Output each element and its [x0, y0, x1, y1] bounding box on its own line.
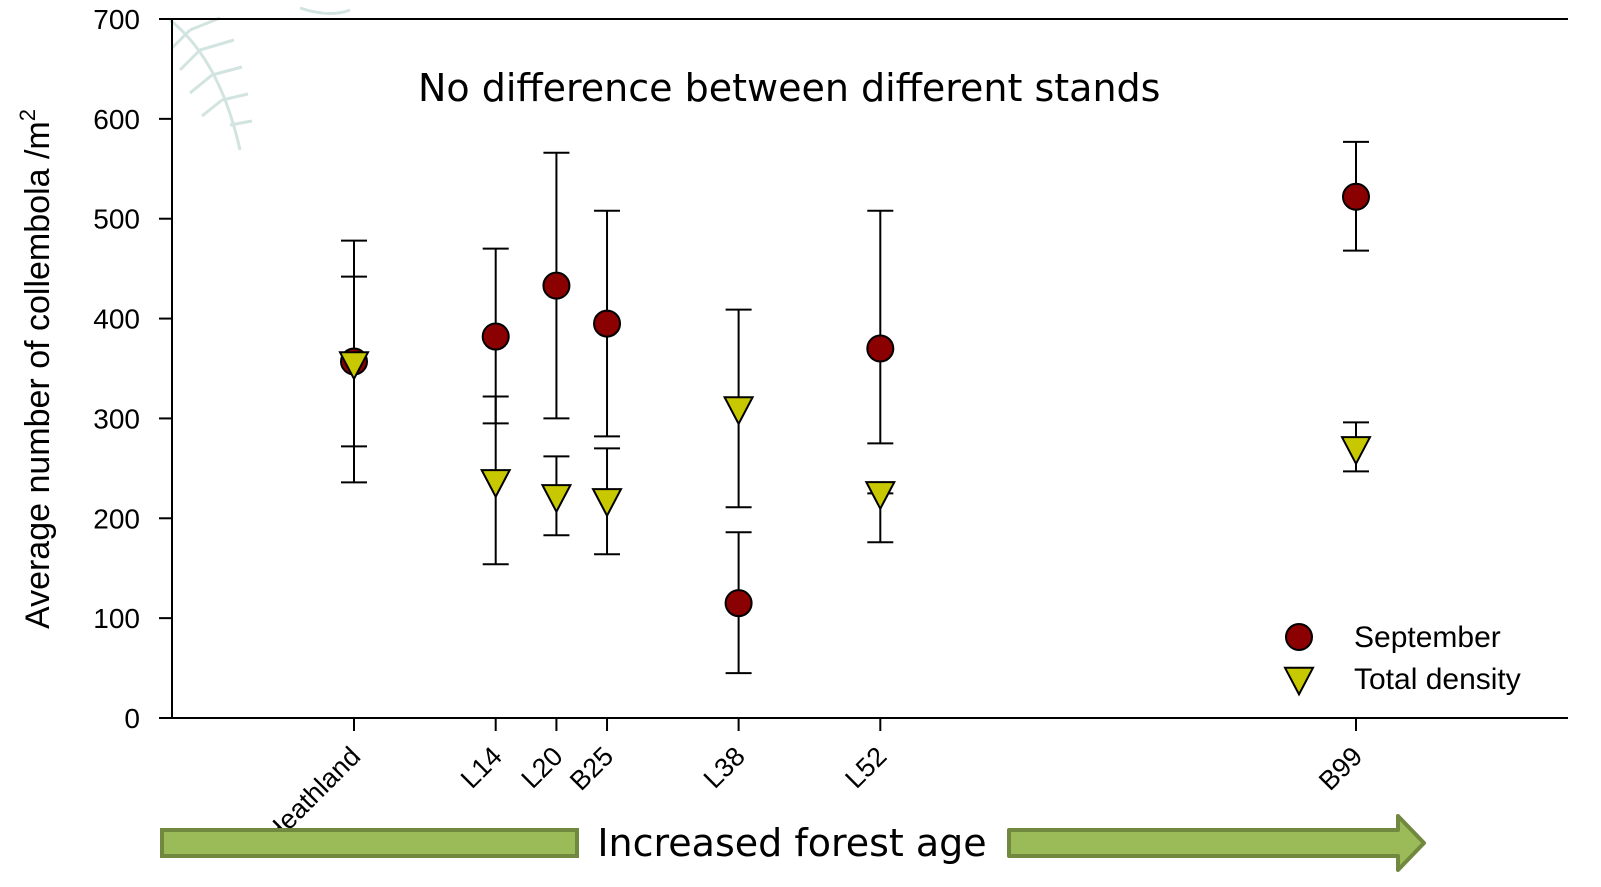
- fern-decoration-icon: [169, 6, 351, 151]
- x-tick-label: L52: [839, 741, 892, 794]
- arrow-left-bar: [160, 828, 579, 858]
- y-tick-label: 100: [93, 603, 140, 634]
- y-tick-label: 500: [93, 204, 140, 235]
- point-september: [593, 309, 622, 338]
- y-axis-label: Average number of collembola /m2: [15, 109, 57, 629]
- point-september: [481, 322, 510, 351]
- point-total-density: [591, 488, 623, 518]
- arrow-right-icon: [1007, 814, 1426, 872]
- y-tick-label: 200: [93, 503, 140, 534]
- chart-title: No difference between different stands: [418, 66, 1160, 110]
- y-tick-label: 400: [93, 304, 140, 335]
- legend-marker-total-density: [1283, 666, 1315, 697]
- point-total-density: [722, 396, 755, 426]
- y-axis-label-text: Average number of collembola /m: [19, 121, 57, 629]
- x-tick-label: B25: [564, 741, 619, 796]
- point-total-density: [864, 481, 896, 511]
- x-tick-label: L20: [516, 741, 569, 794]
- x-tick-label: L14: [455, 741, 508, 794]
- y-axis-label-superscript: 2: [15, 109, 40, 121]
- markers: [338, 182, 1372, 618]
- legend-marker-september: [1285, 623, 1313, 651]
- point-september: [724, 589, 753, 618]
- point-total-density: [480, 469, 512, 499]
- error-bars: [341, 140, 1369, 675]
- x-tick-label: B99: [1313, 741, 1368, 796]
- y-tick-label: 600: [93, 104, 140, 135]
- legend: September Total density: [1283, 621, 1521, 697]
- legend-label: Total density: [1354, 663, 1521, 696]
- x-axis-label: Increased forest age: [597, 821, 986, 865]
- point-total-density: [1340, 436, 1372, 466]
- forest-age-arrow: [160, 814, 1426, 872]
- point-september: [1342, 182, 1370, 211]
- point-total-density: [338, 351, 370, 382]
- y-tick-label: 300: [93, 403, 140, 434]
- y-tick-label: 700: [93, 4, 140, 35]
- point-september: [866, 334, 895, 363]
- x-tick-label: L38: [698, 741, 751, 794]
- axes: [171, 18, 1568, 719]
- legend-label: September: [1354, 621, 1501, 654]
- y-ticks: 0 100 200 300 400 500 600 700: [93, 4, 172, 734]
- point-september: [542, 271, 571, 300]
- point-total-density: [540, 484, 573, 514]
- y-tick-label: 0: [124, 703, 140, 734]
